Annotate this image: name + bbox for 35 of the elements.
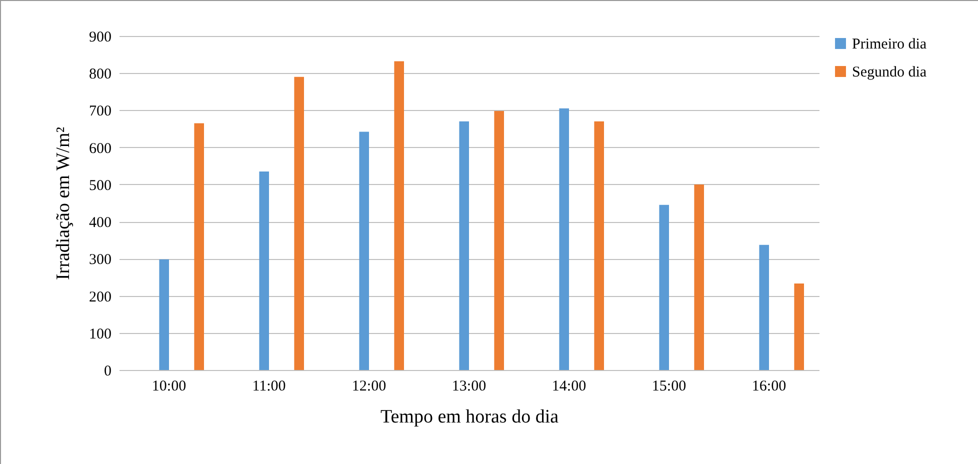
y-tick-label: 500 bbox=[89, 178, 112, 194]
x-tick-label: 11:00 bbox=[252, 378, 286, 394]
x-tick-label: 12:00 bbox=[352, 378, 386, 394]
bar bbox=[494, 110, 504, 370]
bar bbox=[559, 108, 569, 370]
x-tick-label: 16:00 bbox=[752, 378, 786, 394]
bar bbox=[459, 121, 469, 370]
bar bbox=[594, 121, 604, 370]
bar bbox=[294, 76, 304, 370]
bar bbox=[759, 244, 769, 370]
bar bbox=[394, 61, 404, 370]
bar bbox=[359, 132, 369, 370]
legend-label: Segundo dia bbox=[852, 64, 927, 80]
y-tick-label: 700 bbox=[89, 104, 112, 120]
bar bbox=[194, 123, 204, 370]
bar bbox=[259, 171, 269, 370]
y-tick-label: 600 bbox=[89, 140, 112, 157]
y-tick-label: 400 bbox=[89, 215, 112, 232]
bar bbox=[659, 204, 669, 370]
bar bbox=[694, 184, 704, 370]
x-tick-label: 13:00 bbox=[452, 378, 486, 394]
legend-label: Primeiro dia bbox=[852, 36, 927, 52]
x-tick-label: 14:00 bbox=[552, 378, 586, 394]
x-tick-label: 15:00 bbox=[652, 378, 686, 394]
bar bbox=[794, 284, 804, 370]
x-axis-title: Tempo em horas do dia bbox=[380, 406, 560, 428]
y-axis-title: Irradiação em W/m² bbox=[53, 126, 74, 280]
y-tick-label: 900 bbox=[89, 30, 112, 46]
y-tick-label: 100 bbox=[89, 326, 112, 342]
bar bbox=[159, 259, 169, 370]
y-tick-label: 800 bbox=[89, 66, 112, 83]
y-tick-label: 200 bbox=[89, 289, 112, 306]
x-tick-label: 10:00 bbox=[152, 378, 186, 394]
y-tick-label: 0 bbox=[104, 364, 112, 380]
y-tick-label: 300 bbox=[89, 252, 112, 268]
